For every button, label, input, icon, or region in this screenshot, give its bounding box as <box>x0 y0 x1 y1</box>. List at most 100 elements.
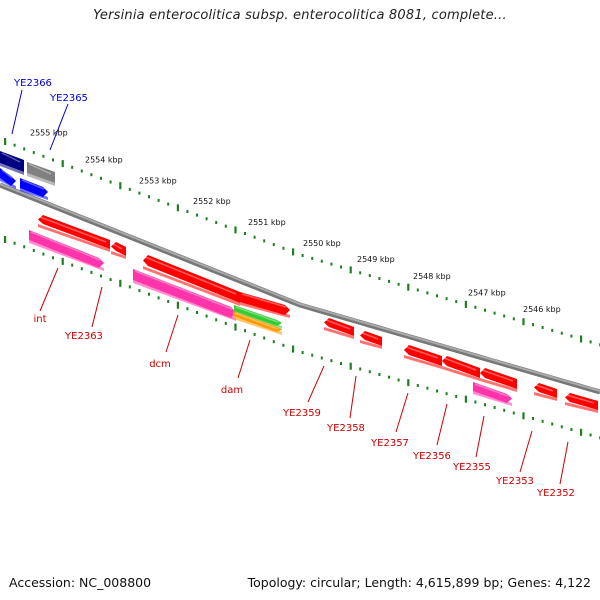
outer-tick <box>522 318 525 326</box>
gene-label[interactable]: YE2365 <box>49 93 88 104</box>
inner-tick <box>224 321 227 325</box>
map-title: Yersinia enterocolitica subsp. enterocol… <box>93 8 507 23</box>
leader-line <box>49 103 69 151</box>
outer-tick <box>4 138 7 145</box>
inner-tick <box>320 356 323 360</box>
inner-tick <box>551 422 554 426</box>
inner-tick <box>436 389 438 393</box>
red-gene-9-edge <box>480 378 517 392</box>
kbp-label: 2552 kbp <box>193 197 231 206</box>
red-gene-5-edge <box>324 327 354 339</box>
red-gene-5[interactable] <box>324 318 354 336</box>
green-gene-dam-shine <box>235 306 279 323</box>
outer-tick <box>301 254 304 257</box>
navy-gene-shine <box>1 152 21 163</box>
red-gene-7[interactable] <box>404 345 442 366</box>
outer-tick <box>13 143 16 147</box>
gene-label[interactable]: YE2355 <box>452 462 491 473</box>
gene-label[interactable]: YE2359 <box>282 408 321 419</box>
pink-gene-dcm-edge <box>133 280 236 321</box>
pink-gene-dcm[interactable] <box>133 269 236 318</box>
inner-tick <box>368 370 371 374</box>
gene-label[interactable]: YE2357 <box>370 438 409 449</box>
blue-gene-2-edge <box>20 188 48 200</box>
gene-labels: YE2366 YE2365 int YE2363 dcm dam YE2359 YE2358 Y… <box>11 78 575 499</box>
inner-tick <box>455 395 458 398</box>
gray-gene-shine <box>28 163 52 175</box>
outer-tick <box>32 151 35 155</box>
gene-label[interactable]: YE2352 <box>536 488 575 499</box>
inner-tick <box>464 395 467 403</box>
red-gene-9[interactable] <box>480 368 517 389</box>
inner-tick <box>138 289 141 293</box>
leader-line <box>349 375 357 419</box>
gene-label[interactable]: YE2358 <box>326 423 365 434</box>
kbp-label: 2549 kbp <box>357 255 395 264</box>
gene-label[interactable]: YE2353 <box>495 476 534 487</box>
outer-tick <box>368 274 371 278</box>
red-gene-9-shine <box>481 369 514 382</box>
pink-gene-int-edge <box>29 240 104 271</box>
red-gene-1[interactable] <box>38 215 110 249</box>
kbp-label: 2553 kbp <box>139 176 177 185</box>
inner-tick <box>301 351 304 354</box>
blue-gene-1[interactable] <box>0 168 16 186</box>
gene-label[interactable]: YE2363 <box>64 331 103 342</box>
outer-tick <box>541 326 544 329</box>
inner-tick <box>71 263 74 267</box>
outer-tick <box>253 235 256 239</box>
genome-backbone <box>0 182 600 395</box>
inner-tick <box>100 274 102 278</box>
gene-features <box>0 151 598 413</box>
outer-tick <box>148 195 150 199</box>
red-gene-2[interactable] <box>111 242 126 256</box>
outer-tick <box>474 305 477 309</box>
orange-gene-dam[interactable] <box>233 311 282 332</box>
inner-tick <box>474 400 477 404</box>
red-gene-3-shine <box>144 256 237 295</box>
red-gene-6[interactable] <box>360 331 382 346</box>
gene-label[interactable]: dam <box>221 385 243 396</box>
backbone-line <box>0 182 600 395</box>
outer-tick <box>52 158 54 162</box>
inner-tick <box>196 311 198 314</box>
pink-gene-2[interactable] <box>473 382 512 403</box>
gene-label[interactable]: YE2366 <box>13 78 52 89</box>
outer-tick <box>503 314 506 318</box>
inner-tick <box>205 314 208 318</box>
gene-label[interactable]: int <box>33 314 46 325</box>
gray-gene[interactable] <box>27 162 55 183</box>
green-gene-dam[interactable] <box>234 305 282 326</box>
leader-line <box>91 286 103 328</box>
inner-tick <box>215 318 218 322</box>
inner-tick <box>128 285 131 289</box>
kbp-label: 2547 kbp <box>468 288 506 297</box>
outer-tick <box>186 210 189 213</box>
blue-gene-2[interactable] <box>20 178 48 197</box>
outer-tick <box>119 182 122 190</box>
topology-summary: Topology: circular; Length: 4,615,899 bp… <box>247 575 591 590</box>
red-gene-4[interactable] <box>240 292 290 315</box>
navy-gene[interactable] <box>0 151 24 172</box>
inner-tick <box>426 386 429 390</box>
red-gene-7-edge <box>404 355 442 369</box>
red-gene-3[interactable] <box>143 255 240 303</box>
red-gene-10[interactable] <box>534 383 557 398</box>
gene-label[interactable]: YE2356 <box>412 451 451 462</box>
inner-tick <box>52 256 54 260</box>
outer-tick <box>493 311 496 315</box>
inner-tick <box>148 292 150 296</box>
inner-tick <box>272 340 275 344</box>
pink-gene-int[interactable] <box>29 230 104 268</box>
red-gene-11[interactable] <box>565 393 598 410</box>
leader-line <box>475 415 485 458</box>
inner-tick <box>90 270 93 274</box>
red-gene-1-shine <box>39 216 107 243</box>
outer-tick <box>340 265 342 269</box>
outer-tick <box>570 334 573 338</box>
leader-line <box>165 314 179 353</box>
outer-tick <box>551 328 554 332</box>
gene-label[interactable]: dcm <box>149 359 171 370</box>
red-gene-4-edge <box>240 302 290 318</box>
red-gene-8[interactable] <box>442 356 480 378</box>
